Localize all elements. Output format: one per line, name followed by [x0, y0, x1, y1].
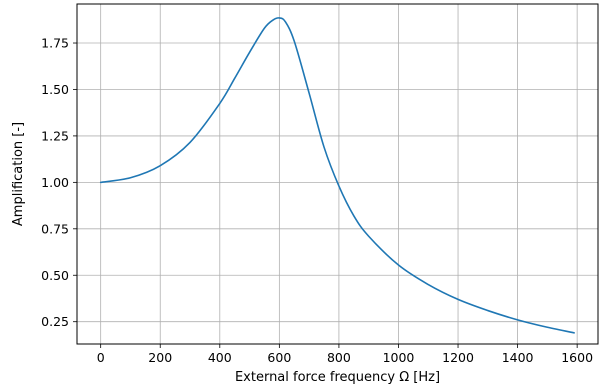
- plot-area-frame: [76, 3, 599, 345]
- y-tick-label: 1.75: [41, 36, 69, 51]
- x-tick-label: 1000: [383, 350, 415, 365]
- y-tick-label: 1.50: [41, 82, 69, 97]
- x-tick-label: 1400: [502, 350, 534, 365]
- x-tick-label: 200: [148, 350, 172, 365]
- series-layer: [99, 17, 575, 334]
- x-tick-label: 600: [267, 350, 291, 365]
- x-tick-label: 400: [208, 350, 232, 365]
- grid: [77, 4, 598, 344]
- x-tick-label: 0: [97, 350, 105, 365]
- y-tick-label: 0.75: [41, 221, 69, 236]
- x-tick-label: 1600: [561, 350, 593, 365]
- x-tick-label: 1200: [442, 350, 474, 365]
- x-tick-label: 800: [327, 350, 351, 365]
- x-axis-title: External force frequency Ω [Hz]: [235, 370, 440, 385]
- y-tick-label: 1.00: [41, 175, 69, 190]
- y-axis-title: Amplification [-]: [11, 122, 26, 226]
- y-tick-label: 1.25: [41, 128, 69, 143]
- axis-ticks: 0 200 400 600 800 1000 1200 1400 1600 0.25 0.50 0.7…: [41, 36, 593, 365]
- y-tick-label: 0.50: [41, 268, 69, 283]
- series-line: [99, 17, 575, 334]
- y-tick-label: 0.25: [41, 314, 69, 329]
